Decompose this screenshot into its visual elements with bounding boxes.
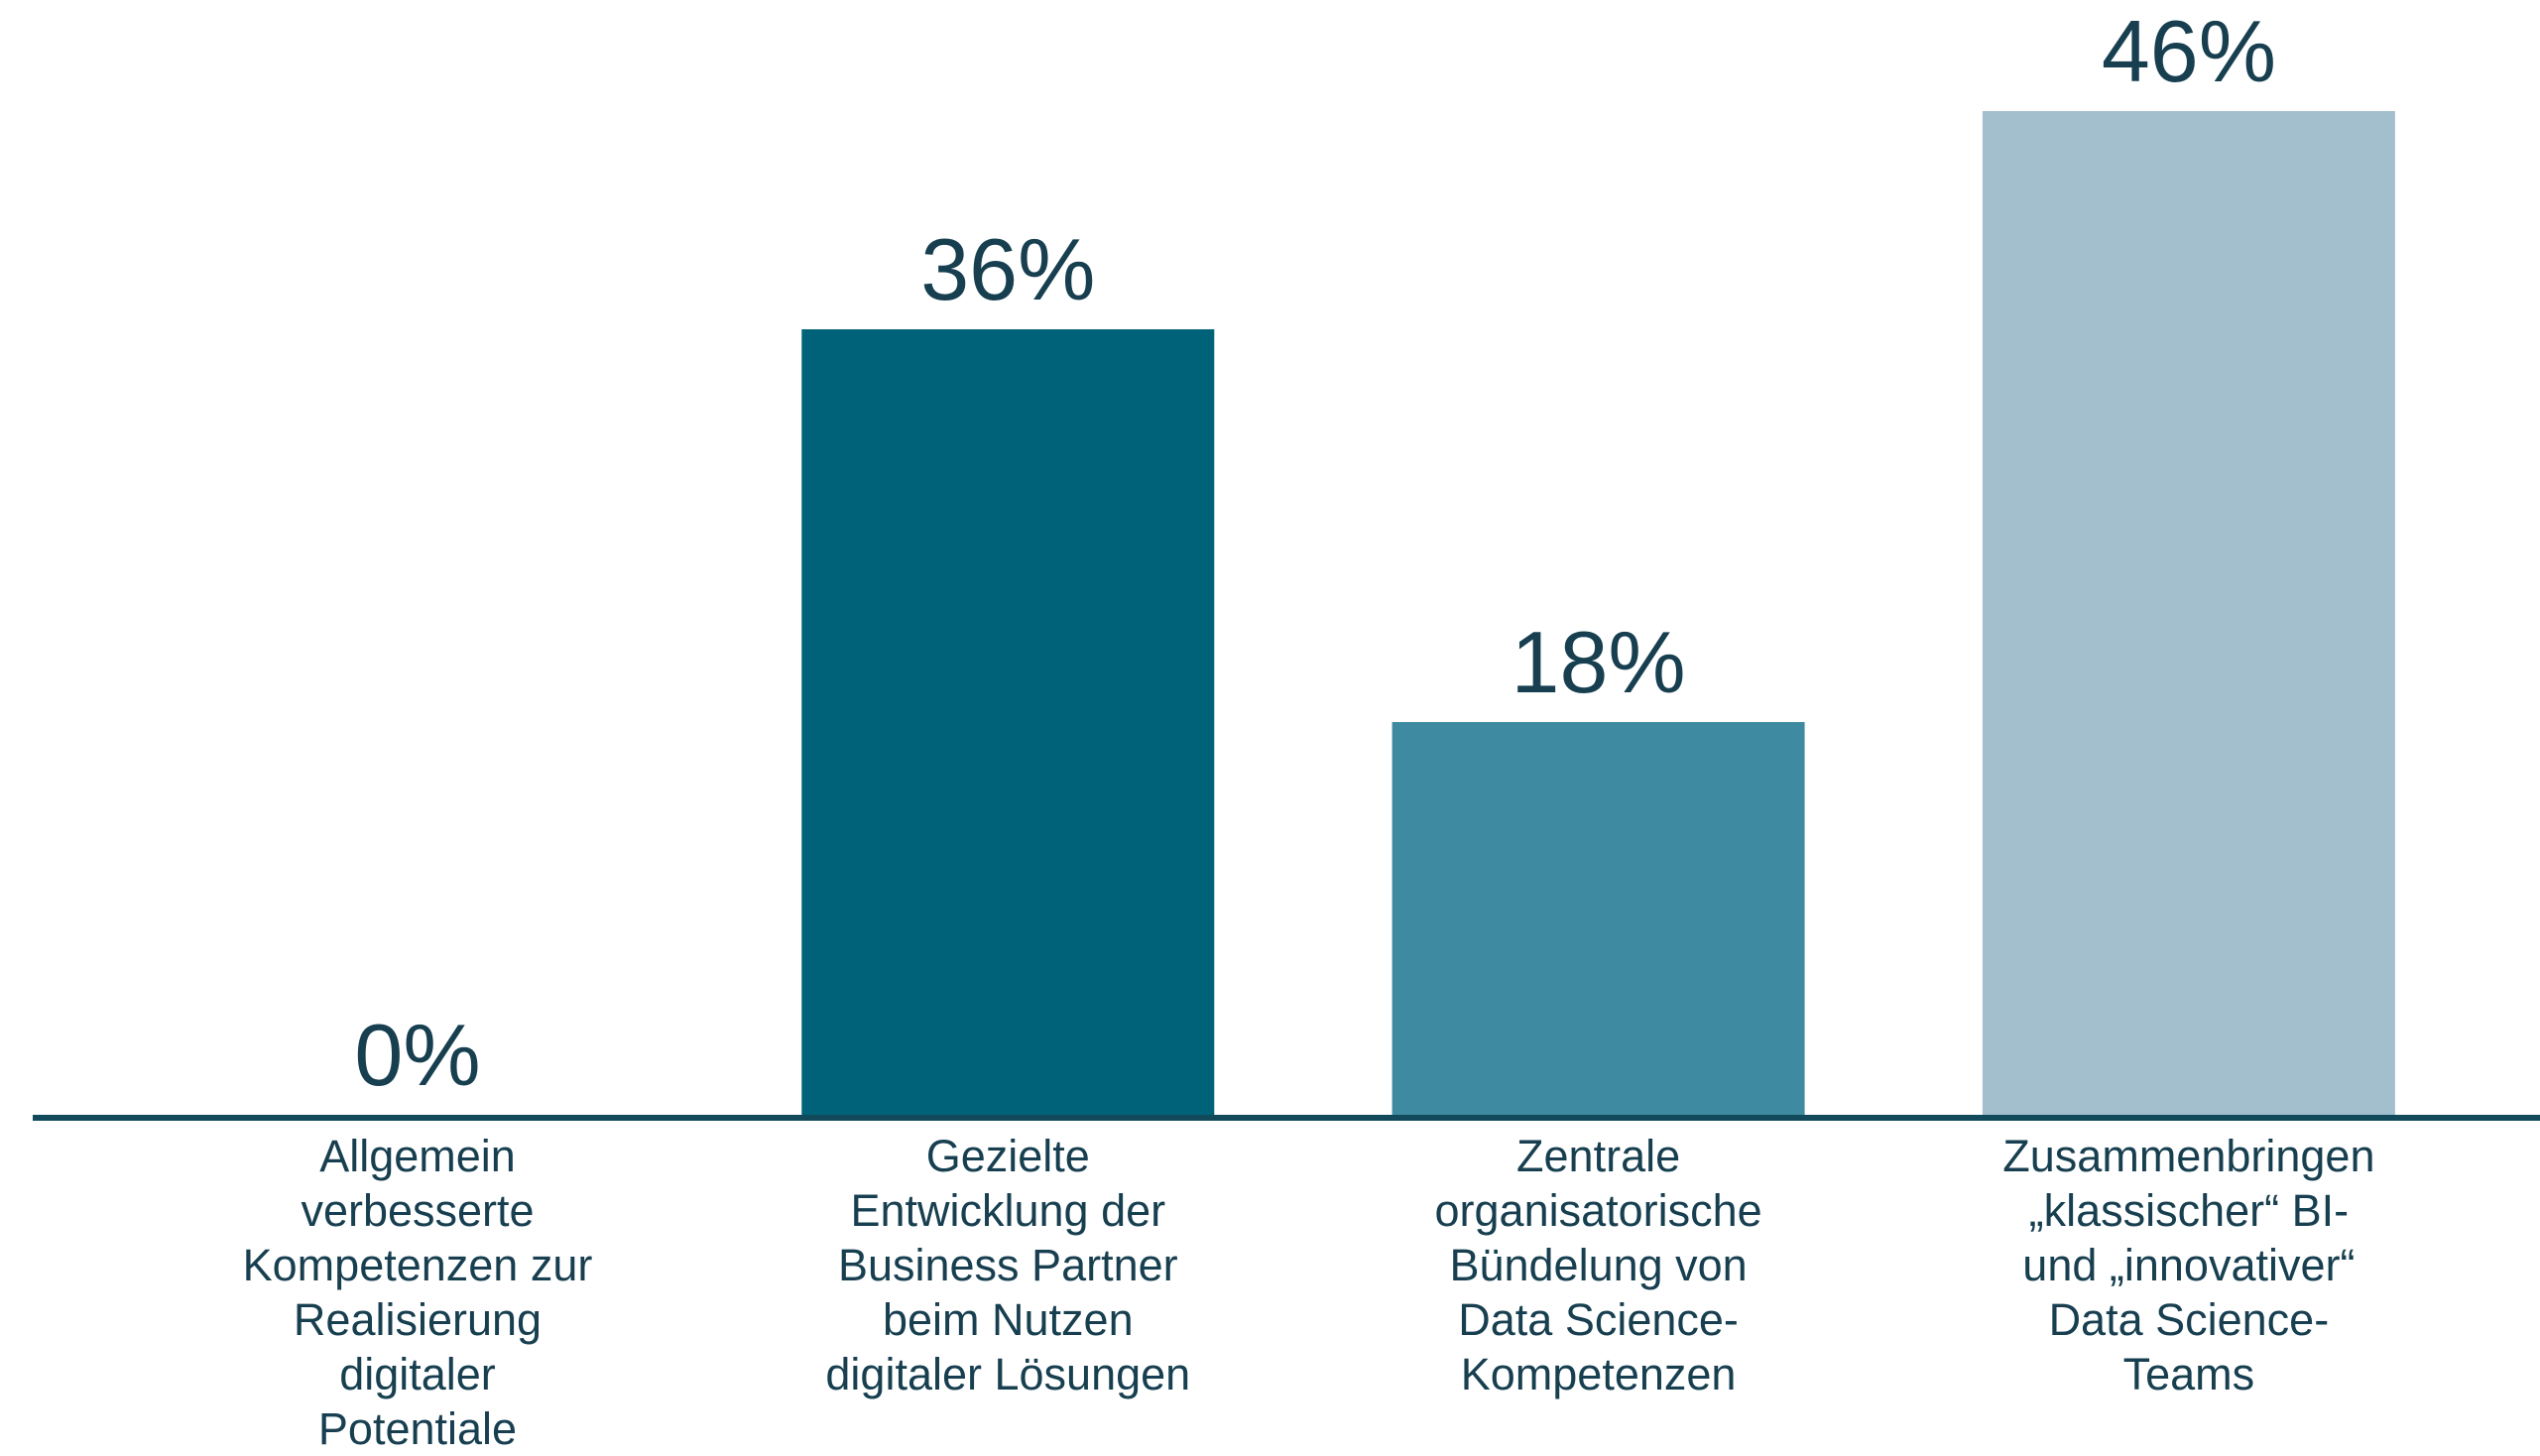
x-tick-label: Gezielte Entwicklung der Business Partne… <box>825 1131 1191 1399</box>
value-label: 18% <box>1512 613 1686 711</box>
bar <box>801 329 1215 1115</box>
x-tick-label: Zusammenbringen „klassischer“ BI- und „i… <box>2002 1131 2375 1399</box>
x-tick-label: Allgemein verbesserte Kompetenzen zur Re… <box>242 1131 593 1454</box>
value-label: 46% <box>2102 2 2276 100</box>
x-tick-label: Zentrale organisatorische Bündelung von … <box>1434 1131 1762 1399</box>
bar <box>1391 722 1805 1115</box>
value-label: 0% <box>354 1006 480 1104</box>
value-label: 36% <box>920 220 1095 318</box>
bar <box>1982 111 2395 1115</box>
